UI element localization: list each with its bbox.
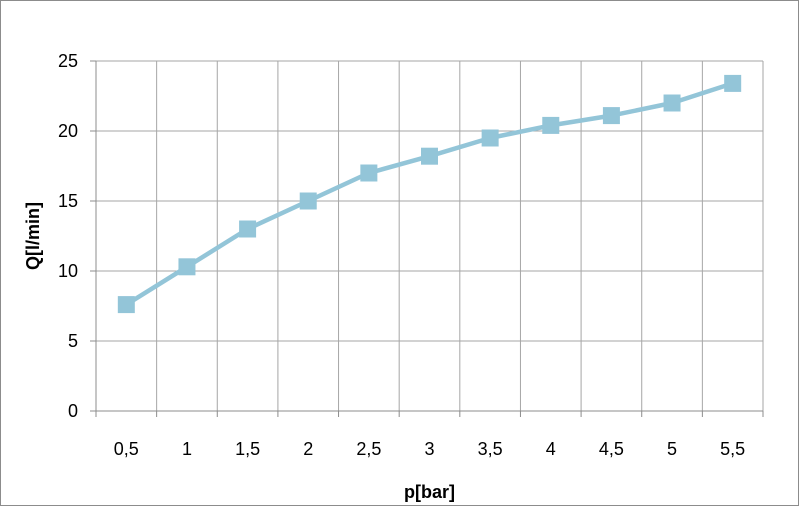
x-tick-label: 4,5 bbox=[599, 439, 624, 459]
y-tick-label: 5 bbox=[68, 331, 78, 351]
data-point-marker bbox=[299, 192, 317, 210]
x-axis-title: p[bar] bbox=[404, 482, 455, 502]
x-tick-label: 2 bbox=[303, 439, 313, 459]
data-point-marker bbox=[724, 74, 742, 92]
y-axis-title: Q[l/min] bbox=[23, 202, 43, 270]
y-tick-label: 20 bbox=[58, 121, 78, 141]
x-tick-label: 5,5 bbox=[720, 439, 745, 459]
gridlines bbox=[96, 60, 764, 411]
x-tick-label: 3 bbox=[424, 439, 434, 459]
y-tick-label: 25 bbox=[58, 51, 78, 71]
x-tick-label: 4 bbox=[546, 439, 556, 459]
y-tick-label: 10 bbox=[58, 261, 78, 281]
x-tick-label: 2,5 bbox=[356, 439, 381, 459]
series-layer bbox=[117, 74, 742, 314]
data-point-marker bbox=[178, 258, 196, 276]
x-tick-label: 1 bbox=[182, 439, 192, 459]
x-tick-label: 5 bbox=[667, 439, 677, 459]
x-tick-label: 3,5 bbox=[478, 439, 503, 459]
axes bbox=[90, 60, 764, 417]
y-tick-label: 0 bbox=[68, 401, 78, 421]
data-point-marker bbox=[663, 94, 681, 112]
data-point-marker bbox=[239, 220, 257, 238]
tick-labels: 0 5 10 15 20 25 0,5 1 1,5 2 2,5 3 3,5 4 4,5 5 5,5 bbox=[58, 51, 745, 459]
data-point-marker bbox=[602, 107, 620, 125]
y-tick-label: 15 bbox=[58, 191, 78, 211]
data-point-marker bbox=[481, 129, 499, 147]
data-point-marker bbox=[360, 164, 378, 182]
data-point-marker bbox=[542, 116, 560, 134]
x-tick-label: 0,5 bbox=[114, 439, 139, 459]
data-point-marker bbox=[421, 147, 438, 165]
x-tick-label: 1,5 bbox=[235, 439, 260, 459]
data-point-marker bbox=[117, 296, 135, 314]
